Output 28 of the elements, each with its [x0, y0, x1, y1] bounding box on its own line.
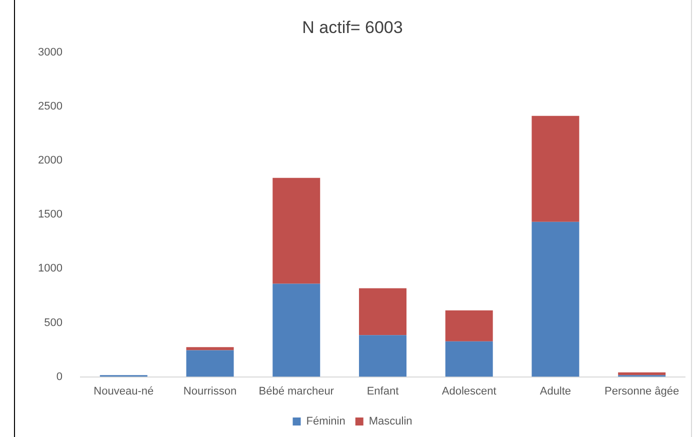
bar [618, 372, 666, 376]
y-tick-label: 2000 [38, 154, 62, 167]
y-tick-label: 1500 [38, 208, 62, 221]
bar [358, 288, 406, 336]
x-tick-label: Nouveau-né [94, 385, 154, 398]
bar [358, 335, 406, 377]
x-tick-label: Nourrisson [183, 385, 237, 398]
x-tick-label: Enfant [366, 385, 399, 398]
bar [532, 116, 580, 222]
bar [532, 222, 580, 377]
bar [272, 284, 320, 377]
y-tick-label: 500 [44, 316, 62, 329]
y-tick-label: 3000 [38, 46, 62, 58]
bar [445, 310, 493, 342]
x-tick-label: Adolescent [442, 385, 496, 398]
x-tick-label: Bébé marcheur [258, 385, 334, 398]
y-tick-label: 0 [56, 370, 62, 383]
x-tick-label: Adulte [540, 385, 572, 398]
y-tick-label: 1000 [38, 262, 62, 275]
y-tick-label: 2500 [38, 100, 62, 112]
bar [186, 350, 234, 377]
bar [272, 178, 320, 284]
bar [445, 341, 493, 377]
chart-title: N actif= 6003 [302, 18, 403, 37]
legend-label: Masculin [368, 416, 412, 428]
x-tick-label: Personne âgée [604, 385, 680, 398]
legend-label: Féminin [306, 416, 346, 428]
bar [186, 347, 234, 350]
